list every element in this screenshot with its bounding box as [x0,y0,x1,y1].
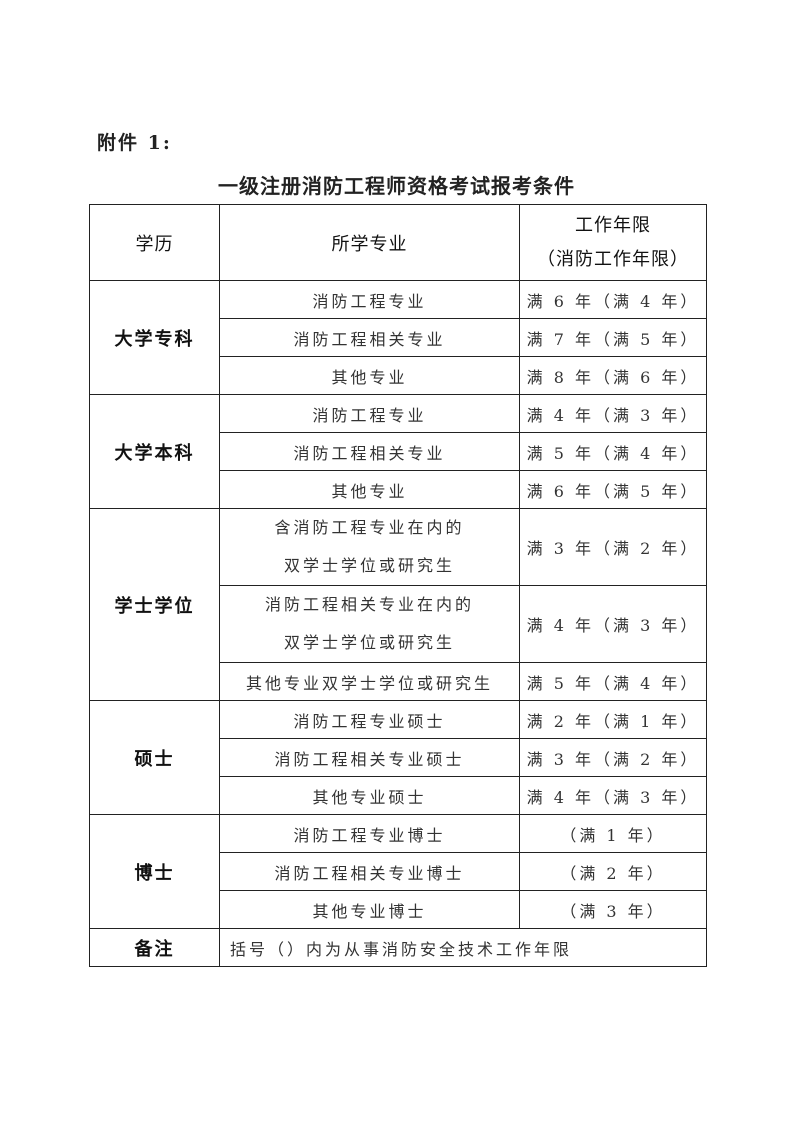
major-cell: 其他专业 [219,356,520,395]
table-row: 硕士 消防工程专业硕士 满 2 年（满 1 年） [89,700,707,815]
major-text: 消防工程相关专业 [293,329,446,349]
major-text: 双学士学位或研究生 [283,633,455,652]
major-cell: 消防工程相关专业 [219,318,520,357]
major-text: 双学士学位或研究生 [283,556,455,575]
years-cell: 满 4 年（满 3 年） [519,776,707,815]
major-cell: 其他专业博士 [219,890,520,929]
years-cell: （满 3 年） [519,890,707,929]
years-cell: 满 3 年（满 2 年） [519,738,707,777]
major-cell: 含消防工程专业在内的 双学士学位或研究生 [219,508,520,586]
major-text: 消防工程相关专业在内的 [264,595,474,614]
header-education: 学历 [89,204,220,281]
table-row: 消防工程相关专业 满 5 年（满 4 年） [90,432,707,471]
major-cell: 消防工程相关专业博士 [219,852,520,891]
table-row: 学士学位 含消防工程专业在内的 双学士学位或研究生满 3 年（满 2 年） [89,508,707,701]
header-years-line2: （消防工作年限） [537,248,689,270]
major-cell: 消防工程相关专业在内的 双学士学位或研究生 [219,585,520,663]
major-text: 含消防工程专业在内的 [274,518,465,537]
table-row: 其他专业双学士学位或研究生 满 5 年（满 4 年） [90,662,707,701]
table-row: 大学本科 消防工程专业 满 4 年（满 3 年） [89,394,707,509]
major-text: 其他专业博士 [312,901,427,921]
years-cell: 满 5 年（满 4 年） [519,432,707,471]
table-row: 博士 消防工程专业博士 （满 1 年） [89,814,707,929]
years-cell: 满 8 年（满 6 年） [519,356,707,395]
years-cell: 满 5 年（满 4 年） [519,662,707,701]
years-cell: 满 6 年（满 4 年） [519,280,707,319]
major-text: 其他专业 [331,367,408,387]
header-years-line1: 工作年限 [575,214,651,236]
education-level: 大学本科 [89,394,220,509]
years-cell: （满 1 年） [519,814,707,853]
education-level: 硕士 [89,700,220,815]
years-cell: 满 7 年（满 5 年） [519,318,707,357]
note-label: 备注 [89,928,220,967]
major-cell: 消防工程专业 [219,394,520,433]
major-cell: 消防工程相关专业 [219,432,520,471]
years-cell: 满 2 年（满 1 年） [519,700,707,739]
major-text: 其他专业硕士 [312,787,427,807]
major-text: 消防工程相关专业硕士 [274,749,465,769]
attachment-label: 附件 1: [97,132,172,154]
page-title: 一级注册消防工程师资格考试报考条件 [218,174,575,198]
years-cell: 满 4 年（满 3 年） [519,585,707,663]
major-text: 消防工程专业硕士 [293,711,446,731]
major-text: 其他专业双学士学位或研究生 [245,673,493,693]
major-cell: 消防工程专业博士 [219,814,520,853]
header-major: 所学专业 [219,204,520,281]
major-text: 消防工程专业 [312,291,427,311]
major-text: 消防工程专业 [312,405,427,425]
years-cell: 满 6 年（满 5 年） [519,470,707,509]
years-cell: 满 4 年（满 3 年） [519,394,707,433]
table-row: 其他专业 满 6 年（满 5 年） [90,470,707,509]
major-cell: 消防工程相关专业硕士 [219,738,520,777]
note-text: 括号（）内为从事消防安全技术工作年限 [219,928,707,967]
major-cell: 消防工程专业 [219,280,520,319]
table-row: 消防工程相关专业博士 （满 2 年） [90,852,707,891]
major-text: 消防工程专业博士 [293,825,446,845]
years-cell: （满 2 年） [519,852,707,891]
major-cell: 其他专业 [219,470,520,509]
major-text: 其他专业 [331,481,408,501]
requirements-table: 学历 所学专业 工作年限 （消防工作年限） 大学专科 消防工程专业满 6 年（满 … [89,204,707,967]
major-text: 消防工程相关专业 [293,443,446,463]
table-row: 其他专业 满 8 年（满 6 年） [90,356,707,395]
table-row: 消防工程相关专业 满 7 年（满 5 年） [90,318,707,357]
table-header-row: 学历 所学专业 工作年限 （消防工作年限） [89,204,707,281]
major-cell: 消防工程专业硕士 [219,700,520,739]
table-row: 其他专业硕士 满 4 年（满 3 年） [90,776,707,815]
education-level: 博士 [89,814,220,929]
years-cell: 满 3 年（满 2 年） [519,508,707,586]
major-text: 消防工程相关专业博士 [274,863,465,883]
header-years: 工作年限 （消防工作年限） [519,204,707,281]
education-level: 学士学位 [89,508,220,701]
note-row: 备注 括号（）内为从事消防安全技术工作年限 [89,928,707,967]
table-row: 其他专业博士 （满 3 年） [90,890,707,929]
major-cell: 其他专业硕士 [219,776,520,815]
education-level: 大学专科 [89,280,220,395]
major-cell: 其他专业双学士学位或研究生 [219,662,520,701]
table-row: 大学专科 消防工程专业 满 6 年（满 4 年） [89,280,707,395]
table-row: 消防工程相关专业在内的 双学士学位或研究生满 4 年（满 3 年） [90,585,707,663]
